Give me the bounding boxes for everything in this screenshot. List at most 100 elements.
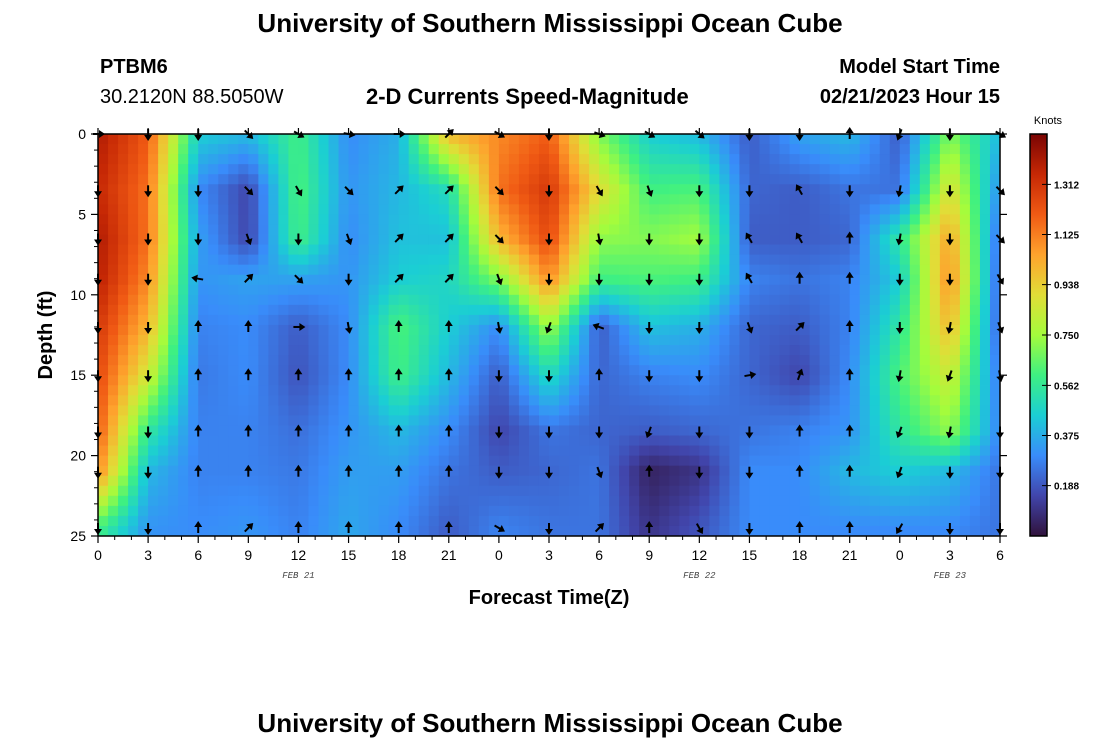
heatmap-cell [719, 415, 730, 427]
heatmap-cell [438, 144, 450, 155]
heatmap-cell [98, 405, 109, 416]
heatmap-cell [98, 505, 109, 517]
heatmap-cell [659, 475, 670, 487]
heatmap-cell [118, 184, 129, 195]
heatmap-cell [348, 254, 360, 266]
heatmap-cell [318, 224, 330, 236]
heatmap-cell [879, 224, 891, 236]
heatmap-cell [388, 284, 400, 296]
heatmap-cell [288, 184, 300, 195]
heatmap-cell [528, 254, 540, 266]
heatmap-cell [969, 445, 981, 457]
heatmap-cell [779, 174, 791, 185]
heatmap-cell [298, 324, 310, 336]
heatmap-cell [338, 455, 350, 467]
heatmap-cell [158, 274, 169, 286]
heatmap-cell [709, 144, 720, 155]
heatmap-cell [809, 485, 821, 497]
heatmap-cell [138, 314, 149, 326]
heatmap-cell [759, 204, 771, 215]
heatmap-cell [288, 385, 300, 396]
heatmap-cell [378, 194, 390, 205]
heatmap-cell [518, 274, 530, 286]
heatmap-cell [749, 174, 761, 185]
heatmap-cell [118, 324, 129, 336]
heatmap-cell [268, 144, 279, 155]
heatmap-cell [969, 244, 981, 256]
heatmap-cell [418, 495, 430, 507]
current-arrow [545, 370, 553, 383]
heatmap-cell [428, 144, 440, 155]
heatmap-cell [669, 164, 680, 175]
heatmap-cell [348, 214, 360, 226]
heatmap-cell [478, 314, 490, 326]
heatmap-cell [458, 345, 470, 356]
heatmap-cell [809, 294, 821, 306]
heatmap-cell [679, 204, 690, 215]
heatmap-cell [448, 445, 460, 457]
heatmap-cell [118, 154, 129, 165]
heatmap-cell [629, 345, 640, 356]
x-tick-label: 3 [545, 547, 553, 563]
heatmap-cell [288, 395, 300, 406]
heatmap-cell [609, 314, 620, 326]
heatmap-cell [669, 495, 680, 507]
heatmap-cell [909, 435, 921, 447]
heatmap-cell [438, 395, 450, 406]
heatmap-cell [378, 224, 390, 236]
heatmap-cell [649, 134, 660, 145]
heatmap-cell [709, 324, 720, 336]
heatmap-cell [348, 395, 360, 406]
heatmap-cell [538, 495, 550, 507]
heatmap-cell [368, 154, 380, 165]
heatmap-cell [458, 365, 470, 376]
heatmap-cell [959, 495, 971, 507]
heatmap-cell [328, 525, 340, 536]
heatmap-cell [869, 204, 881, 215]
heatmap-cell [438, 405, 450, 416]
heatmap-cell [879, 515, 891, 527]
heatmap-cell [549, 345, 560, 356]
heatmap-cell [208, 324, 219, 336]
heatmap-cell [619, 445, 630, 457]
heatmap-cell [98, 234, 109, 246]
heatmap-cell [508, 174, 520, 185]
heatmap-cell [318, 304, 330, 316]
heatmap-cell [839, 204, 851, 215]
heatmap-cell [158, 214, 169, 226]
heatmap-cell [258, 274, 269, 286]
heatmap-cell [508, 144, 520, 155]
heatmap-cell [859, 505, 871, 517]
heatmap-cell [478, 174, 490, 185]
heatmap-cell [759, 244, 771, 256]
heatmap-cell [508, 134, 520, 145]
heatmap-cell [218, 274, 229, 286]
heatmap-cell [829, 365, 841, 376]
heatmap-cell [589, 164, 600, 175]
heatmap-cell [769, 324, 781, 336]
heatmap-cell [879, 134, 891, 145]
heatmap-cell [478, 234, 490, 246]
heatmap-cell [128, 264, 139, 276]
heatmap-cell [118, 314, 129, 326]
heatmap-cell [729, 214, 741, 226]
heatmap-cell [819, 274, 831, 286]
heatmap-cell [749, 244, 761, 256]
heatmap-cell [669, 204, 680, 215]
heatmap-cell [639, 174, 650, 185]
heatmap-cell [759, 134, 771, 145]
heatmap-cell [478, 204, 490, 215]
heatmap-cell [609, 224, 620, 236]
heatmap-cell [418, 264, 430, 276]
heatmap-cell [959, 515, 971, 527]
heatmap-cell [428, 254, 440, 266]
heatmap-cell [679, 395, 690, 406]
heatmap-cell [528, 525, 540, 536]
heatmap-cell [338, 515, 350, 527]
heatmap-cell [879, 365, 891, 376]
heatmap-cell [769, 214, 781, 226]
heatmap-cell [799, 395, 811, 406]
heatmap-cell [899, 294, 911, 306]
heatmap-cell [98, 214, 109, 226]
heatmap-cell [959, 435, 971, 447]
